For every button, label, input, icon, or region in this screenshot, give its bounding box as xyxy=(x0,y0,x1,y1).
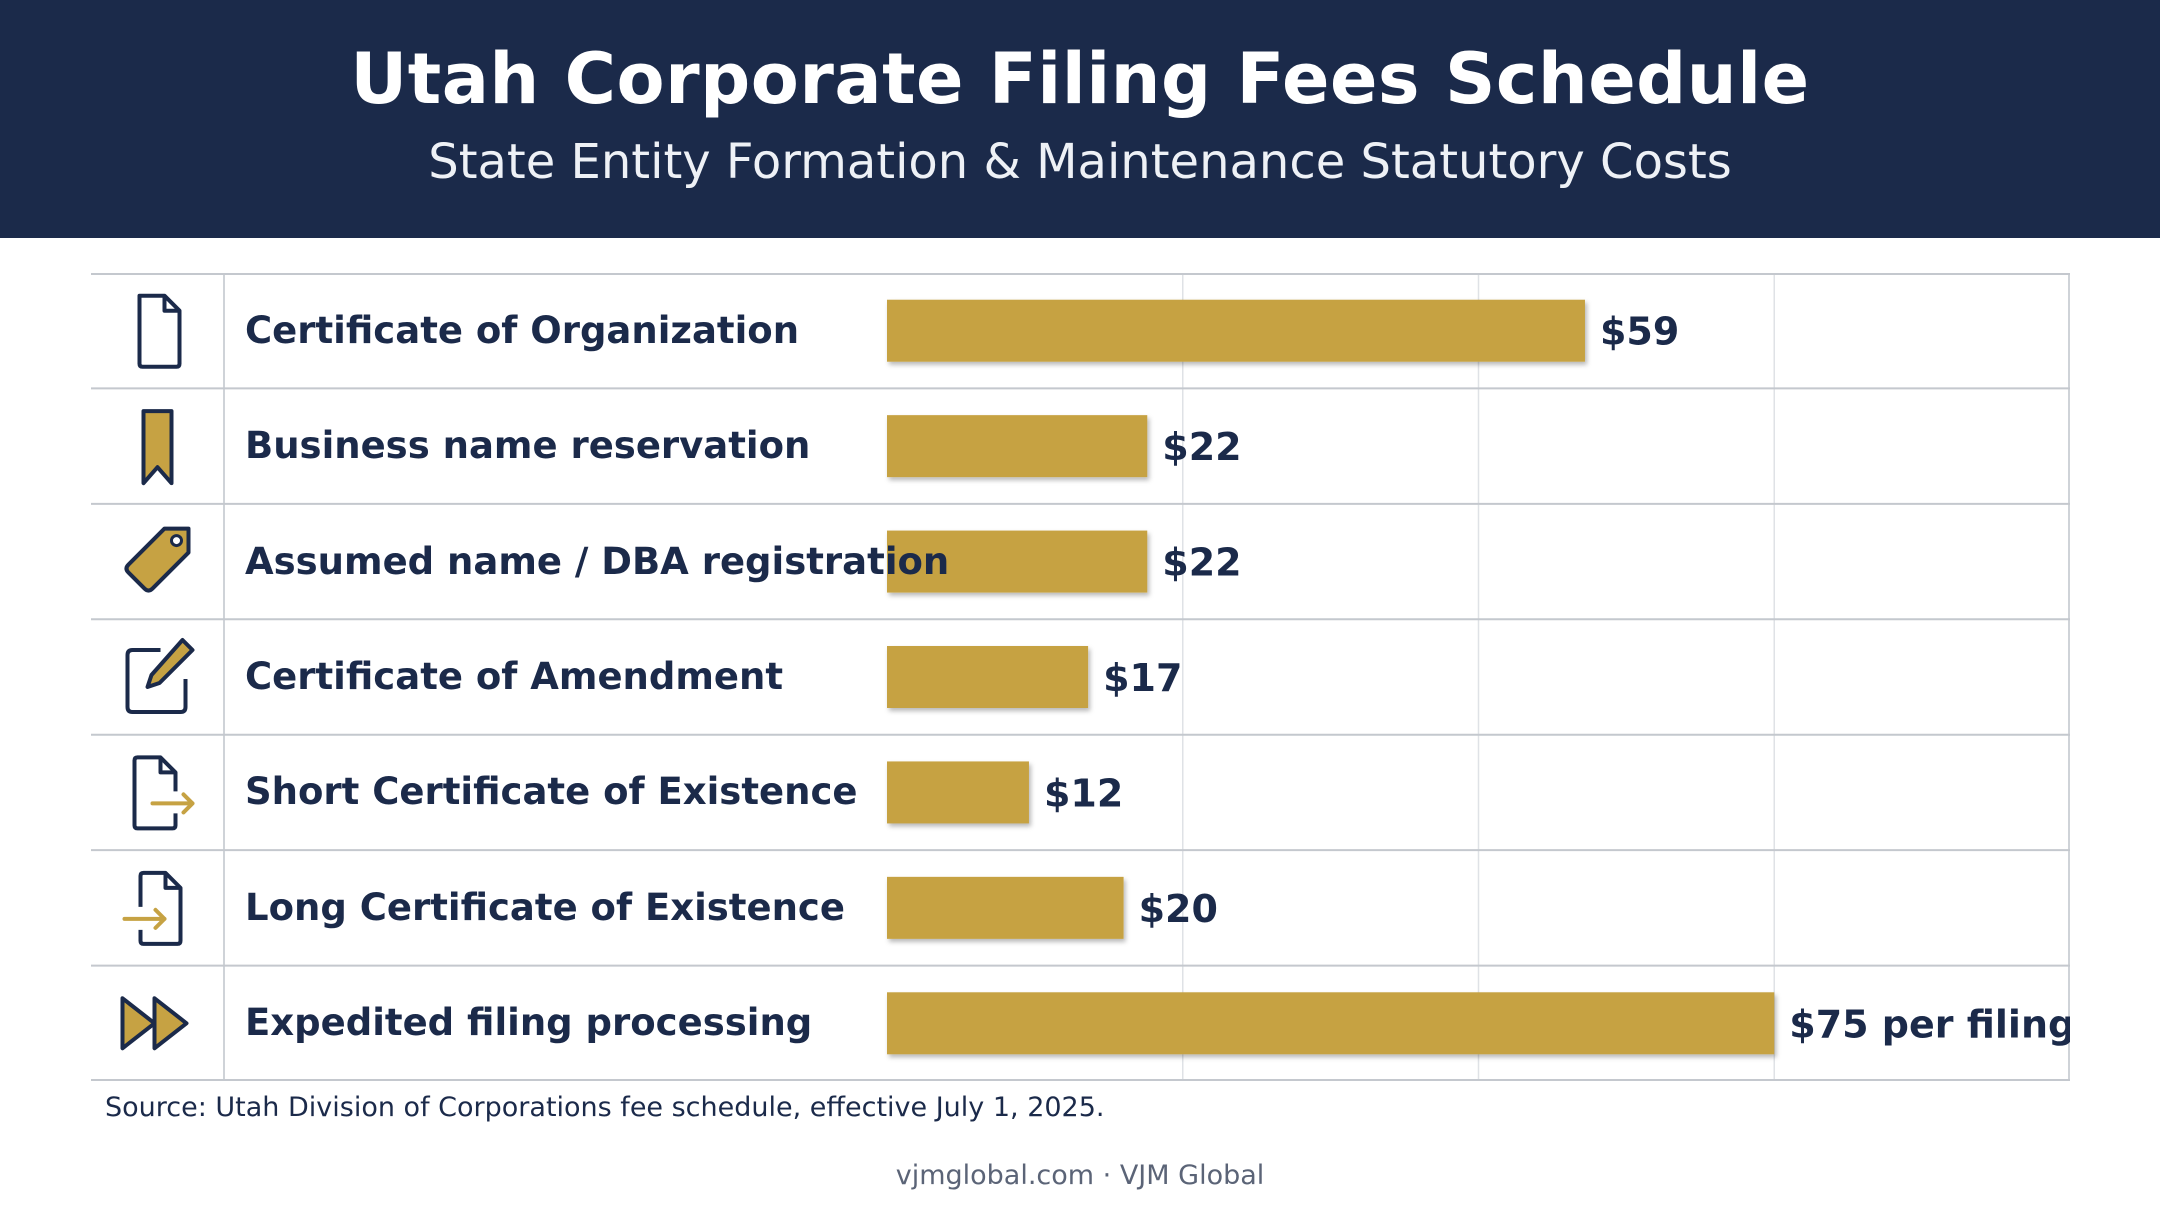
source-note: Source: Utah Division of Corporations fe… xyxy=(105,1092,1105,1123)
value-label: $22 xyxy=(1162,425,1241,469)
category-label: Business name reservation xyxy=(245,424,811,468)
fee-chart: $59 $22 $22 $17 $12 $20 $75 per filing Certifi… xyxy=(91,273,2070,1081)
value-label: $22 xyxy=(1162,541,1241,585)
edit-icon xyxy=(125,638,195,714)
chart-title: Utah Corporate Filing Fees Schedule xyxy=(350,38,1810,120)
bar xyxy=(887,876,1124,939)
category-label: Long Certificate of Existence xyxy=(245,885,845,929)
bookmark-icon xyxy=(141,409,174,486)
bar xyxy=(887,299,1585,362)
file-import-icon xyxy=(122,870,183,946)
value-label: $12 xyxy=(1044,771,1123,815)
bar xyxy=(887,646,1089,708)
value-label: $59 xyxy=(1600,310,1679,354)
bar xyxy=(887,415,1148,478)
value-label: $17 xyxy=(1103,656,1182,700)
bar xyxy=(887,530,1148,593)
chart-subtitle: State Entity Formation & Maintenance Sta… xyxy=(428,134,1732,190)
tag-icon xyxy=(124,526,191,593)
value-label: $75 per filing xyxy=(1789,1002,2070,1046)
bar xyxy=(887,761,1029,824)
file-export-icon xyxy=(132,755,195,831)
category-label: Assumed name / DBA registration xyxy=(245,539,950,583)
category-label: Certificate of Amendment xyxy=(245,655,784,698)
header-banner: Utah Corporate Filing Fees Schedule Stat… xyxy=(0,0,2160,238)
footer-credit: vjmglobal.com · VJM Global xyxy=(895,1160,1265,1191)
document-icon xyxy=(137,293,182,369)
category-label: Certificate of Organization xyxy=(245,308,800,352)
value-label: $20 xyxy=(1139,887,1218,931)
fast-forward-icon xyxy=(120,996,189,1051)
bar xyxy=(887,992,1775,1055)
category-label: Expedited filing processing xyxy=(245,1001,813,1045)
category-label: Short Certificate of Existence xyxy=(245,770,858,814)
chart-svg: $59 $22 $22 $17 $12 $20 $75 per filing xyxy=(91,273,2070,1081)
